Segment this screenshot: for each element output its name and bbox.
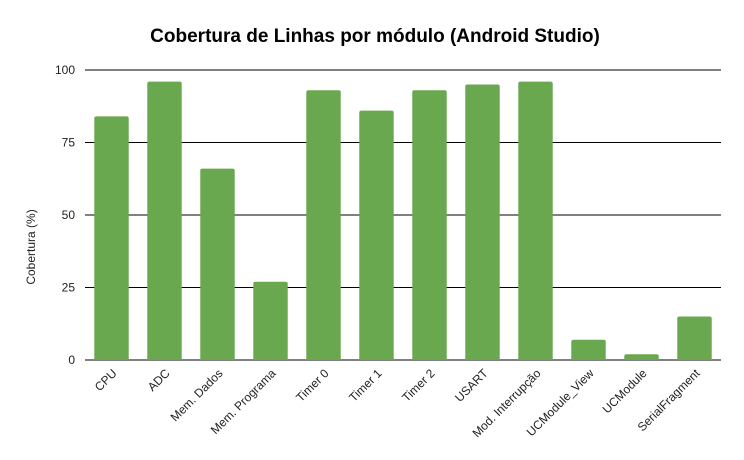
x-tick-label: Timer 1 <box>346 366 385 405</box>
bar <box>306 90 341 361</box>
bar <box>147 81 182 360</box>
chart-title: Cobertura de Linhas por módulo (Android … <box>150 26 600 47</box>
bar <box>571 339 606 360</box>
y-tick-label: 75 <box>62 136 76 150</box>
x-tick-label: Timer 2 <box>399 366 438 405</box>
y-tick-label: 0 <box>68 353 75 367</box>
bar <box>253 281 288 360</box>
bar <box>624 354 659 360</box>
y-tick-label: 100 <box>55 63 75 77</box>
y-tick-label: 50 <box>62 208 76 222</box>
gridlines <box>85 69 721 361</box>
bar <box>465 84 500 360</box>
x-tick-label: Mem. Dados <box>168 366 226 424</box>
bar <box>200 168 235 360</box>
bar <box>359 110 394 360</box>
x-tick-label: ADC <box>145 366 173 394</box>
bar <box>518 81 553 360</box>
x-tick-label: Timer 0 <box>293 366 332 405</box>
bars <box>94 81 712 361</box>
x-tick-label: USART <box>452 366 491 405</box>
y-tick-labels: 0 25 50 75 100 <box>55 63 75 367</box>
bar <box>94 116 129 361</box>
bar <box>677 316 712 360</box>
y-axis-label: Cobertura (%) <box>24 209 38 284</box>
x-tick-label: UCModule <box>600 366 650 416</box>
y-tick-label: 25 <box>62 281 76 295</box>
x-tick-label: CPU <box>92 366 120 394</box>
bar <box>412 90 447 361</box>
